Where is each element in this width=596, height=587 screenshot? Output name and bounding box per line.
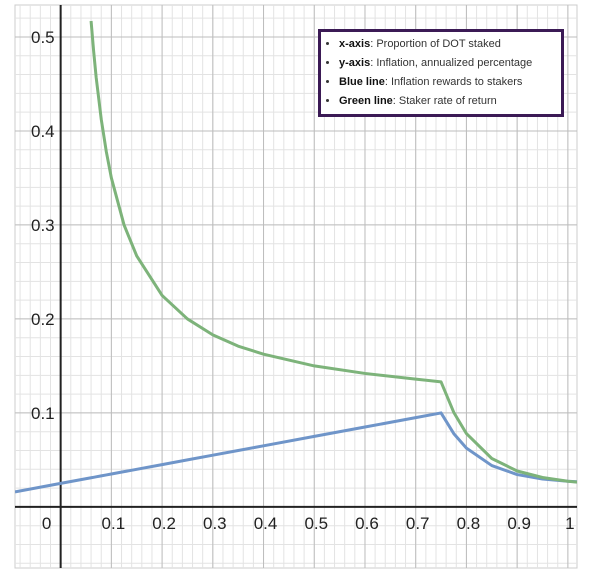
legend-item: x-axis: Proportion of DOT staked [339,35,561,54]
legend-item: Blue line: Inflation rewards to stakers [339,73,561,92]
series-line [15,411,577,494]
legend-text: : Inflation rewards to stakers [384,76,523,88]
legend-label: x-axis [339,38,371,50]
legend-label: Green line [339,95,393,107]
x-tick-label: 0 [42,514,51,533]
legend-item: y-axis: Inflation, annualized percentage [339,54,561,73]
x-tick-label: 0.6 [355,514,379,533]
y-tick-label: 0.4 [31,122,55,141]
x-tick-label: 0.5 [304,514,328,533]
x-tick-label: 0.8 [457,514,481,533]
x-tick-label: 0.2 [152,514,176,533]
x-tick-label: 0.7 [406,514,430,533]
x-tick-label: 0.9 [507,514,531,533]
legend-text: : Inflation, annualized percentage [370,57,533,69]
x-tick-label: 0.1 [102,514,126,533]
y-tick-label: 0.1 [31,404,55,423]
y-tick-label: 0.3 [31,216,55,235]
legend: x-axis: Proportion of DOT stakedy-axis: … [318,29,564,117]
x-tick-label: 1 [565,514,574,533]
y-tick-label: 0.5 [31,28,55,47]
legend-item: Green line: Staker rate of return [339,92,561,111]
x-tick-label: 0.3 [203,514,227,533]
y-tick-label: 0.2 [31,310,55,329]
legend-text: : Staker rate of return [392,95,497,107]
legend-text: : Proportion of DOT staked [370,38,501,50]
series-line [89,20,577,484]
legend-label: Blue line [339,76,385,88]
legend-label: y-axis [339,57,371,69]
x-tick-label: 0.4 [254,514,278,533]
